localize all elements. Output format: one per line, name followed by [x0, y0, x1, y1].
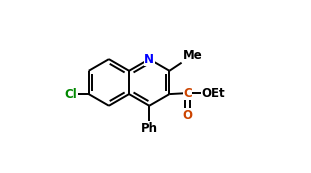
Text: OEt: OEt — [202, 86, 225, 100]
Text: Ph: Ph — [141, 122, 158, 135]
Text: C: C — [183, 86, 192, 100]
Text: O: O — [183, 109, 193, 122]
Text: Me: Me — [183, 49, 202, 62]
Text: N: N — [144, 53, 154, 66]
Text: Cl: Cl — [64, 88, 77, 101]
